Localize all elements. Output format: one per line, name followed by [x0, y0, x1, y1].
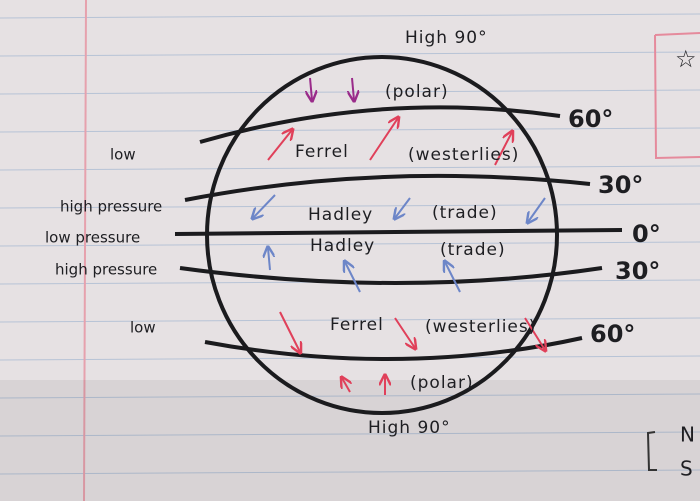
- cell-winds: (westerlies): [408, 145, 519, 165]
- latitude-label: 60°: [590, 320, 635, 348]
- note-text: N: [680, 423, 695, 447]
- cell-name: Hadley: [310, 236, 375, 256]
- latitude-label: 30°: [615, 257, 660, 285]
- pole-label: High 90°: [405, 28, 488, 48]
- pole-label: High 90°: [368, 418, 451, 438]
- latitude-label: 60°: [568, 105, 613, 133]
- latitude-label: 0°: [632, 220, 661, 248]
- wind-arrows: [253, 77, 545, 395]
- cell-name: (polar): [410, 373, 474, 393]
- globe: [174, 55, 623, 415]
- cell-name: Hadley: [308, 205, 373, 225]
- cell-name: Ferrel: [330, 315, 384, 335]
- pressure-label: high pressure: [55, 261, 157, 279]
- note-text: S: [680, 457, 693, 481]
- note-box: [654, 32, 700, 160]
- pressure-label: low pressure: [45, 229, 140, 247]
- cell-winds: (trade): [432, 203, 498, 223]
- shadow: [0, 380, 700, 501]
- cell-winds: (trade): [440, 240, 506, 260]
- note-symbol: ☆: [675, 45, 697, 73]
- pressure-label: low: [130, 319, 156, 337]
- pressure-label: high pressure: [60, 198, 162, 216]
- cell-name: Ferrel: [295, 142, 349, 162]
- margin-line: [83, 0, 87, 501]
- cell-name: (polar): [385, 82, 449, 102]
- latitude-label: 30°: [598, 171, 643, 199]
- paper-lines: [0, 13, 700, 475]
- cell-winds: (westerlies): [425, 317, 536, 337]
- pressure-label: low: [110, 146, 136, 164]
- note-bracket: [646, 431, 657, 471]
